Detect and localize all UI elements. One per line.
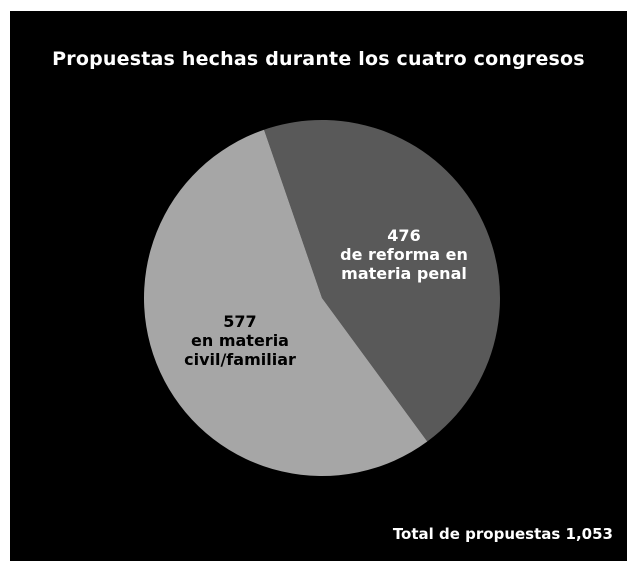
- slice-label-line: 577: [223, 312, 256, 331]
- chart-title: Propuestas hechas durante los cuatro con…: [52, 48, 585, 70]
- slice-label-577: 577 en materia civil/familiar: [184, 312, 296, 369]
- slice-label-line: materia penal: [341, 264, 467, 283]
- total-label: Total de propuestas 1,053: [392, 525, 613, 543]
- slice-label-line: civil/familiar: [184, 350, 296, 369]
- slice-label-line: 476: [387, 226, 420, 245]
- chart-panel: Propuestas hechas durante los cuatro con…: [10, 11, 627, 561]
- slice-label-line: de reforma en: [340, 245, 468, 264]
- slice-label-476: 476 de reforma en materia penal: [340, 226, 468, 283]
- slice-label-line: en materia: [191, 331, 289, 350]
- pie-slice-577: [143, 129, 428, 476]
- pie-chart: 476 de reforma en materia penal 577 en mater…: [143, 120, 500, 476]
- pie-slice-476: [264, 120, 500, 442]
